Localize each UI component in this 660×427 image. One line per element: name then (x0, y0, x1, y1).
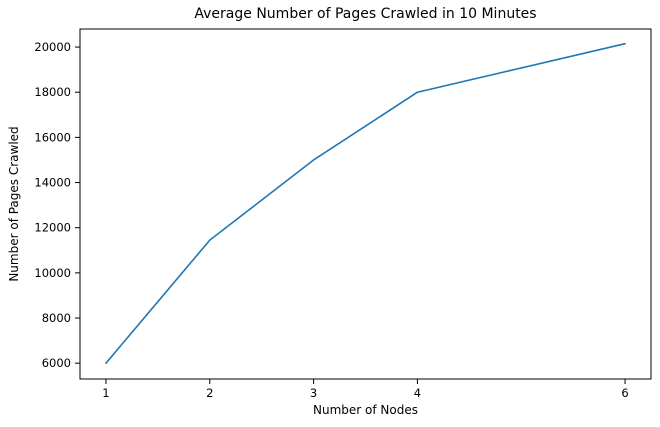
y-tick-label: 14000 (34, 176, 71, 190)
y-tick-label: 10000 (34, 266, 71, 280)
x-tick-label: 3 (310, 386, 317, 400)
x-tick-label: 1 (102, 386, 109, 400)
y-tick-label: 8000 (42, 311, 71, 325)
data-line-avg-pages-crawled (105, 42, 626, 364)
plot-border (79, 28, 652, 380)
y-tick-label: 12000 (34, 221, 71, 235)
y-tick-label: 16000 (34, 130, 71, 144)
x-tick-label: 2 (206, 386, 213, 400)
x-tick-label: 4 (414, 386, 421, 400)
y-tick-label: 6000 (42, 356, 71, 370)
y-tick-label: 20000 (34, 40, 71, 54)
y-tick-label: 18000 (34, 85, 71, 99)
x-axis-label: Number of Nodes (313, 403, 418, 417)
chart-title: Average Number of Pages Crawled in 10 Mi… (194, 6, 537, 22)
x-tick-label: 6 (621, 386, 628, 400)
